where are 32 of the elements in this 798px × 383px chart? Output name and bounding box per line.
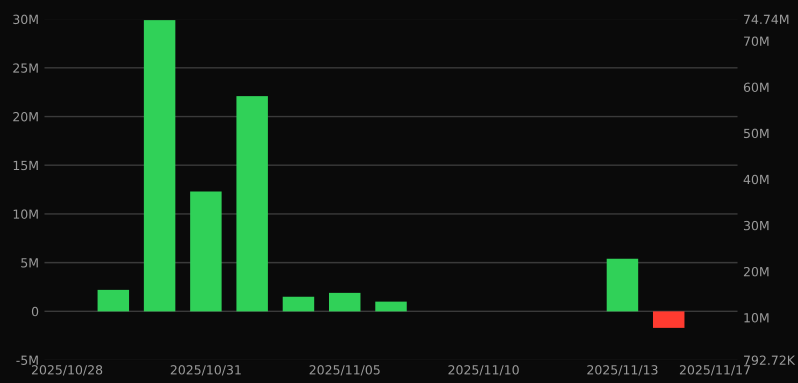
y-tick-label: 5M	[21, 258, 38, 268]
y2-tick-label: 74.74M	[744, 14, 788, 24]
y-tick-label: 20M	[13, 112, 38, 122]
bar	[329, 292, 360, 312]
y-tick-label: -5M	[16, 356, 38, 365]
bar	[282, 296, 314, 312]
y2-tick-label: 10M	[744, 313, 768, 323]
bar	[606, 258, 638, 312]
y2-tick-label: 30M	[744, 220, 768, 230]
y2-tick-label: 60M	[744, 82, 768, 92]
x-tick-label: 2025/11/05	[310, 365, 380, 376]
x-tick-label: 2025/11/13	[587, 365, 658, 376]
bar	[236, 96, 268, 312]
bar	[98, 290, 130, 312]
bar	[190, 192, 222, 312]
y2-tick-label: 20M	[744, 266, 768, 276]
y-tick-label: 10M	[14, 209, 38, 219]
y2-tick-label: 40M	[744, 174, 768, 184]
x-tick-label: 2025/11/10	[448, 365, 519, 376]
y-tick-label: 25M	[13, 63, 38, 73]
x-tick-label: 2025/10/31	[170, 365, 241, 376]
y2-tick-label: 50M	[744, 128, 768, 138]
y-tick-label: 15M	[14, 160, 38, 170]
y2-tick-label: 792.72K	[744, 355, 796, 365]
bar	[144, 20, 176, 312]
y-tick-label: 30M	[13, 14, 38, 24]
bar	[652, 311, 684, 328]
y-tick-label: 0	[32, 306, 38, 316]
x-tick-label: 2025/11/17	[680, 365, 750, 376]
bar	[375, 302, 407, 312]
x-tick-label: 2025/10/28	[32, 365, 102, 376]
y2-tick-label: 70M	[744, 36, 768, 46]
